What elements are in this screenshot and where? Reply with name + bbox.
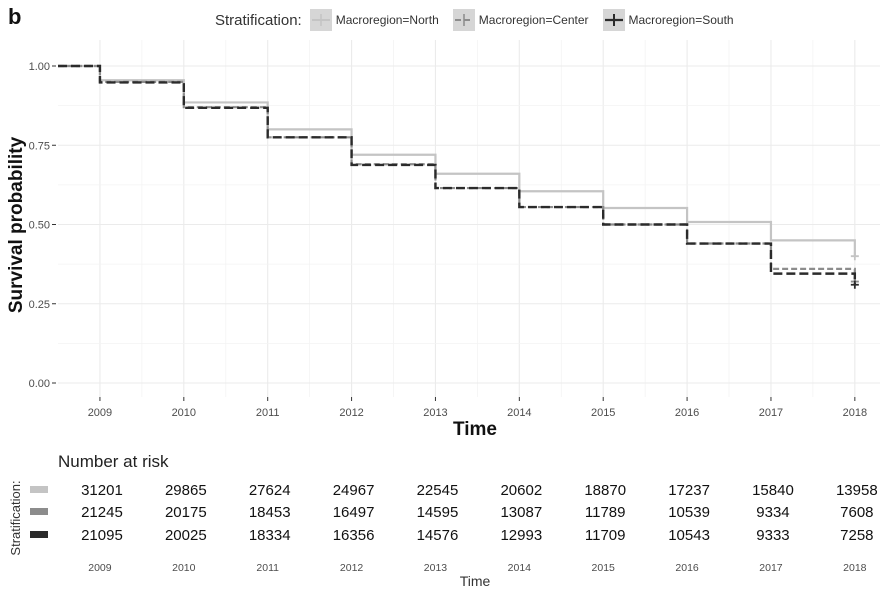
x-tick-label: 2014 (507, 407, 531, 419)
risk-cell: 13087 (500, 504, 542, 521)
risk-cell: 20602 (500, 482, 542, 499)
risk-row-key (30, 531, 48, 538)
legend-label-south: Macroregion=South (628, 13, 734, 27)
legend-item-south: Macroregion=South (602, 9, 734, 31)
risk-cell: 18453 (249, 504, 291, 521)
risk-cell: 24967 (333, 482, 375, 499)
censor-mark (850, 252, 859, 261)
risk-year-label: 2012 (340, 562, 364, 574)
x-tick-label: 2015 (591, 407, 615, 419)
survival-chart: 0.00 0.25 0.50 0.75 1.00 2009 2010 2011 2012 201… (6, 40, 880, 440)
risk-cell: 7258 (840, 527, 873, 544)
x-tick-label: 2010 (172, 407, 196, 419)
risk-table-y-label: Stratification: (8, 480, 23, 555)
risk-cell: 20025 (165, 527, 207, 544)
x-tick-label: 2017 (759, 407, 783, 419)
y-tick-label: 0.75 (29, 140, 50, 152)
legend-item-center: Macroregion=Center (452, 9, 589, 31)
risk-cell: 21245 (81, 504, 123, 521)
risk-cell: 16356 (333, 527, 375, 544)
legend: Stratification: Macroregion=North Macror… (215, 9, 748, 31)
risk-cell: 18334 (249, 527, 291, 544)
risk-table-title: Number at risk (58, 452, 169, 471)
risk-cell: 31201 (81, 482, 123, 499)
risk-cell: 17237 (668, 482, 710, 499)
risk-cell: 22545 (417, 482, 459, 499)
risk-year-label: 2010 (172, 562, 196, 574)
risk-year-label: 2018 (843, 562, 867, 574)
risk-cell: 18870 (584, 482, 626, 499)
risk-cell: 9333 (756, 527, 789, 544)
risk-cell: 11789 (585, 504, 626, 521)
risk-cell: 21095 (81, 527, 123, 544)
risk-year-label: 2017 (759, 562, 783, 574)
risk-cell: 29865 (165, 482, 207, 499)
legend-key-south-icon (602, 9, 625, 31)
survival-curve-south (58, 64, 857, 285)
x-tick-label: 2012 (339, 407, 363, 419)
risk-row-key (30, 508, 48, 515)
x-tick-label: 2016 (675, 407, 699, 419)
risk-year-label: 2011 (256, 562, 279, 574)
risk-table-x-label: Time (460, 573, 491, 589)
legend-key-center-icon (452, 9, 475, 31)
risk-row-key (30, 486, 48, 493)
y-tick-label: 0.50 (29, 220, 50, 232)
risk-cell: 27624 (249, 482, 291, 499)
risk-cell: 14595 (417, 504, 459, 521)
risk-table: Stratification: 31201 29865 27624 24967 2254… (8, 480, 878, 589)
censor-mark (850, 280, 859, 289)
risk-cell: 20175 (165, 504, 207, 521)
y-tick-label: 0.00 (29, 378, 50, 390)
legend-item-north: Macroregion=North (309, 9, 439, 31)
legend-label-center: Macroregion=Center (478, 13, 589, 27)
plot-area (58, 40, 880, 397)
risk-year-label: 2016 (675, 562, 699, 574)
x-axis-label: Time (453, 419, 497, 440)
risk-cell: 16497 (333, 504, 375, 521)
y-tick-label: 1.00 (29, 61, 50, 73)
risk-cell: 15840 (752, 482, 794, 499)
risk-cell: 9334 (756, 504, 789, 521)
risk-cell: 7608 (840, 504, 873, 521)
risk-cell: 12993 (500, 527, 542, 544)
risk-cell: 10539 (668, 504, 710, 521)
x-tick-label: 2013 (423, 407, 447, 419)
risk-year-label: 2009 (88, 562, 112, 574)
legend-label-north: Macroregion=North (335, 13, 439, 27)
y-axis-label: Survival probability (6, 136, 27, 313)
y-tick-label: 0.25 (29, 299, 50, 311)
legend-title: Stratification: (215, 11, 302, 29)
risk-year-label: 2015 (592, 562, 616, 574)
risk-cell: 10543 (668, 527, 710, 544)
x-tick-label: 2009 (88, 407, 112, 419)
risk-year-label: 2013 (424, 562, 448, 574)
risk-cell: 13958 (836, 482, 878, 499)
risk-cell: 11709 (585, 527, 626, 544)
risk-cell: 14576 (417, 527, 459, 544)
risk-year-label: 2014 (508, 562, 532, 574)
legend-key-north-icon (309, 9, 332, 31)
x-tick-label: 2011 (256, 407, 280, 419)
panel-letter: b (8, 4, 22, 29)
x-tick-label: 2018 (843, 407, 867, 419)
